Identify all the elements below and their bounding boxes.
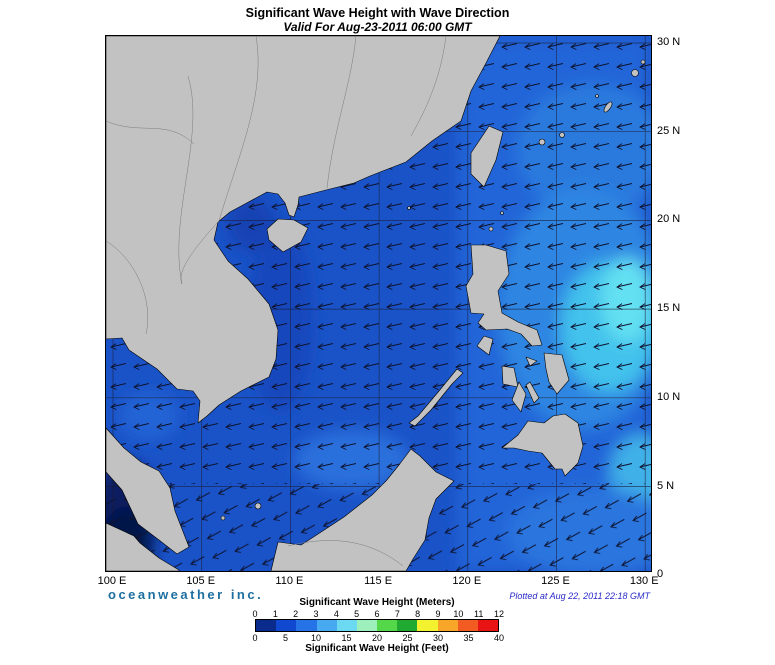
legend-feet-title: Significant Wave Height (Feet) xyxy=(305,643,449,654)
legend-color-cell xyxy=(477,620,499,631)
small-islands xyxy=(220,59,646,521)
feet-tick: 30 xyxy=(432,633,444,643)
lon-tick: 110 E xyxy=(275,575,304,587)
feet-tick: 25 xyxy=(402,633,413,643)
legend-color-cell xyxy=(256,620,277,631)
land-mindanao xyxy=(501,413,584,477)
land-sumatra xyxy=(106,522,180,571)
meters-tick: 5 xyxy=(354,609,360,619)
legend-feet-ticks: 0 5 10 15 20 25 30 35 40 xyxy=(252,633,504,643)
meters-tick: 8 xyxy=(415,609,421,619)
meters-tick: 10 xyxy=(453,609,464,619)
legend-color-cell xyxy=(457,620,478,631)
meters-tick: 3 xyxy=(313,609,319,619)
lat-tick: 25 N xyxy=(657,124,681,137)
chart-title: Significant Wave Height with Wave Direct… xyxy=(245,6,510,20)
lon-tick: 130 E xyxy=(629,575,659,587)
feet-tick: 5 xyxy=(282,633,289,643)
meters-tick: 0 xyxy=(252,609,258,619)
feet-tick: 0 xyxy=(252,633,258,643)
feet-tick: 35 xyxy=(463,633,474,643)
land-malay-peninsula xyxy=(106,427,190,555)
legend-color-cell xyxy=(417,620,438,631)
plotted-timestamp: Plotted at Aug 22, 2011 22:18 GMT xyxy=(509,591,650,601)
lat-tick: 15 N xyxy=(657,302,681,315)
meters-tick: 2 xyxy=(293,609,299,619)
meters-tick: 9 xyxy=(435,609,441,619)
lon-tick: 115 E xyxy=(364,575,393,587)
feet-tick: 10 xyxy=(310,633,322,643)
legend-color-cell xyxy=(377,620,398,631)
land-palawan xyxy=(408,368,464,427)
legend-color-cell xyxy=(397,620,418,631)
land-negros xyxy=(511,381,527,413)
lat-tick: 0 xyxy=(657,568,664,581)
legend-meters-title: Significant Wave Height (Meters) xyxy=(299,597,455,608)
legend-meters-ticks: 0 1 2 3 4 5 6 7 8 9 10 11 12 xyxy=(252,609,504,619)
legend-color-cell xyxy=(296,620,317,631)
feet-tick: 20 xyxy=(371,633,383,643)
meters-tick: 4 xyxy=(333,609,339,619)
lon-tick: 100 E xyxy=(97,575,127,587)
legend-color-cell xyxy=(356,620,378,631)
lat-tick: 10 N xyxy=(657,390,681,403)
land-taiwan xyxy=(470,125,504,188)
land-mindoro xyxy=(476,335,494,356)
lat-tick: 30 N xyxy=(657,36,681,48)
land-hainan xyxy=(266,218,309,253)
legend-color-cell xyxy=(276,620,297,631)
meters-tick: 1 xyxy=(272,609,278,619)
meters-tick: 7 xyxy=(394,609,400,619)
land-samar-leyte xyxy=(543,352,570,395)
feet-tick: 40 xyxy=(493,633,505,643)
map-svg xyxy=(106,36,651,571)
land-cebu xyxy=(525,381,540,404)
landmasses xyxy=(106,36,646,571)
oceanweather-logo: oceanweather inc. xyxy=(108,587,264,602)
legend-color-cell xyxy=(316,620,337,631)
meters-tick: 11 xyxy=(473,609,484,619)
legend-color-cell xyxy=(437,620,458,631)
land-masbate xyxy=(525,356,538,367)
map-area xyxy=(105,35,652,572)
legend-color-cell xyxy=(336,620,357,631)
lon-tick: 125 E xyxy=(541,575,570,587)
feet-tick: 15 xyxy=(341,633,352,643)
land-luzon xyxy=(465,244,543,347)
country-borders xyxy=(106,36,447,567)
lat-tick: 20 N xyxy=(657,213,681,226)
chart-subtitle: Valid For Aug-23-2011 06:00 GMT xyxy=(283,20,472,34)
lon-tick: 105 E xyxy=(186,575,216,587)
meters-tick: 6 xyxy=(374,609,380,619)
lat-tick: 5 N xyxy=(657,479,675,492)
lon-tick: 120 E xyxy=(452,575,482,587)
legend-color-bar xyxy=(255,619,499,632)
land-borneo xyxy=(270,448,455,571)
land-asia-mainland xyxy=(106,36,501,424)
meters-tick: 12 xyxy=(493,609,505,619)
